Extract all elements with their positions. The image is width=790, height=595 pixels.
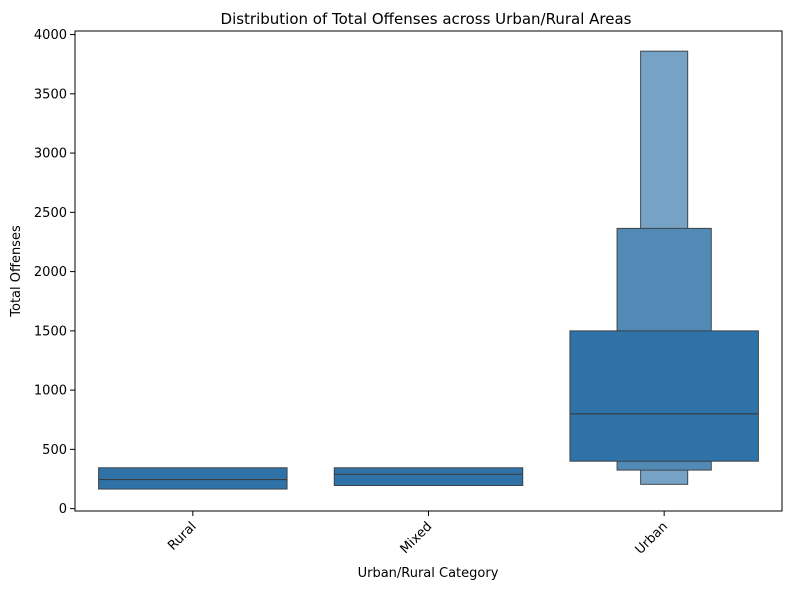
- x-tick-label-urban: Urban: [633, 519, 671, 557]
- boxen-level-1: [98, 467, 288, 490]
- x-axis: Rural Mixed Urban: [165, 511, 671, 558]
- y-tick-label: 2500: [34, 206, 67, 221]
- y-tick-label: 3000: [34, 147, 67, 162]
- plot-area: [98, 50, 759, 490]
- chart-title: Distribution of Total Offenses across Ur…: [221, 10, 632, 28]
- boxen-rural: [98, 467, 288, 490]
- x-axis-label: Urban/Rural Category: [358, 566, 499, 581]
- y-axis: 0 500 1000 1500 2000 2500 3000 3500 4000: [34, 28, 75, 517]
- x-tick-label-mixed: Mixed: [398, 519, 436, 557]
- boxen-mixed: [333, 467, 524, 486]
- y-axis-label: Total Offenses: [9, 225, 24, 318]
- y-tick-label: 1500: [34, 324, 67, 339]
- y-tick-label: 4000: [34, 28, 67, 43]
- y-tick-label: 2000: [34, 265, 67, 280]
- x-tick-label-rural: Rural: [165, 519, 199, 553]
- y-tick-label: 500: [42, 443, 67, 458]
- boxen-level-1: [569, 330, 759, 462]
- y-tick-label: 1000: [34, 384, 67, 399]
- y-tick-label: 0: [59, 502, 67, 517]
- boxen-level-1: [333, 467, 524, 486]
- boxen-urban: [569, 50, 759, 485]
- y-tick-label: 3500: [34, 87, 67, 102]
